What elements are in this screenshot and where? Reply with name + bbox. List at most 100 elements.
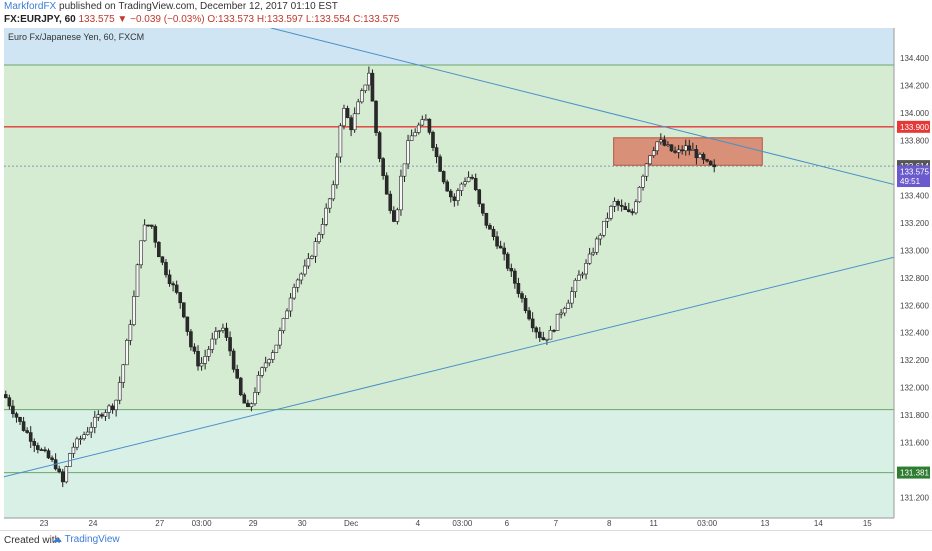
candle-body (117, 382, 122, 401)
candle-body (641, 175, 645, 188)
candle-body (174, 284, 179, 293)
price-label: 133.575 (900, 167, 929, 176)
candle-body (441, 171, 446, 183)
candle-body (655, 141, 660, 152)
candle-body (32, 441, 37, 446)
candle-body (96, 414, 101, 418)
candle-body (580, 273, 585, 276)
chart-area[interactable]: Euro Fx/Japanese Yen, 60, FXCM 134.400 134… (3, 27, 932, 528)
candle-body (228, 337, 232, 352)
candle-body (413, 132, 417, 137)
price-label: 133.900 (900, 123, 929, 132)
candle-body (630, 211, 635, 214)
candle-body (605, 217, 610, 222)
candle-body (295, 279, 300, 288)
candle-body (28, 432, 33, 442)
candle-body (310, 255, 314, 259)
candle-body (210, 338, 215, 350)
candle-body (530, 318, 535, 329)
candle-body (594, 238, 599, 253)
time-tick-label: 11 (650, 519, 659, 527)
symbol-label[interactable]: FX:EURJPY, 60 (4, 14, 76, 25)
candle-body (463, 181, 467, 185)
candle-body (495, 236, 499, 247)
candle-body (712, 164, 717, 168)
candle-body (299, 273, 304, 281)
candle-body (249, 403, 254, 408)
candle-body (153, 226, 158, 243)
candle-body (256, 375, 261, 393)
price-tick-label: 134.000 (900, 109, 929, 118)
candle-body (43, 449, 47, 452)
price-label-box (897, 175, 930, 188)
candle-body (537, 331, 542, 338)
candle-body (125, 340, 129, 366)
candle-body (157, 241, 161, 258)
candle-body (292, 287, 296, 299)
price-axis-bg (894, 28, 932, 527)
candle-body (424, 118, 428, 121)
time-tick-label: 6 (505, 519, 510, 527)
time-tick-label: 03:00 (697, 519, 718, 527)
trend-line (270, 27, 895, 185)
candle-body (676, 149, 681, 153)
price-tick-label: 132.600 (900, 301, 929, 310)
candle-body (566, 302, 571, 309)
candle-body (666, 144, 670, 147)
time-tick-label: 4 (416, 519, 421, 527)
candle-body (431, 132, 435, 148)
candle-body (623, 206, 628, 210)
background-zone (4, 409, 894, 518)
candle-body (342, 108, 346, 127)
price-tick-label: 131.800 (900, 411, 929, 420)
background-zone (4, 65, 894, 410)
candle-body (335, 156, 339, 186)
candle-body (270, 352, 275, 360)
price-tick-label: 131.600 (900, 439, 929, 448)
candle-body (267, 359, 272, 364)
price-chart[interactable]: Euro Fx/Japanese Yen, 60, FXCM134.400134… (3, 27, 932, 528)
candle-body (374, 100, 378, 133)
candle-body (598, 234, 603, 240)
candle-body (11, 405, 15, 415)
candle-body (634, 201, 638, 214)
candle-body (363, 84, 368, 91)
candle-body (584, 263, 588, 275)
candle-body (434, 147, 439, 158)
candle-body (541, 337, 546, 341)
candle-body (559, 312, 563, 315)
candle-body (50, 457, 54, 460)
candle-body (445, 181, 450, 192)
candle-body (128, 324, 133, 341)
candle-body (181, 302, 186, 318)
author-link[interactable]: MarkfordFX (4, 1, 57, 12)
candle-body (587, 253, 592, 264)
candle-body (46, 450, 51, 459)
candle-body (199, 363, 204, 367)
candle-body (683, 145, 688, 151)
candle-body (470, 176, 474, 179)
candle-body (89, 427, 94, 433)
price-tick-label: 133.400 (900, 191, 929, 200)
candle-body (160, 256, 165, 263)
candle-body (206, 349, 211, 357)
candle-body (327, 198, 332, 209)
candle-body (651, 150, 656, 156)
price-label: 131.381 (900, 469, 929, 478)
candle-body (320, 224, 325, 235)
candle-body (438, 156, 442, 172)
candle-body (359, 90, 364, 103)
low-value: L:133.554 (305, 14, 351, 25)
candle-body (498, 245, 503, 249)
high-value: H:133.597 (256, 14, 304, 25)
time-tick-label: 29 (249, 519, 258, 527)
last-price: 133.575 (78, 14, 115, 25)
candle-body (7, 397, 12, 407)
candle-body (107, 405, 111, 413)
candle-body (192, 346, 197, 352)
candle-body (648, 155, 652, 165)
candle-body (25, 430, 29, 433)
candle-body (57, 468, 61, 473)
price-tick-label: 132.800 (900, 274, 929, 283)
tradingview-logo[interactable]: ☁ TradingView (52, 534, 120, 545)
